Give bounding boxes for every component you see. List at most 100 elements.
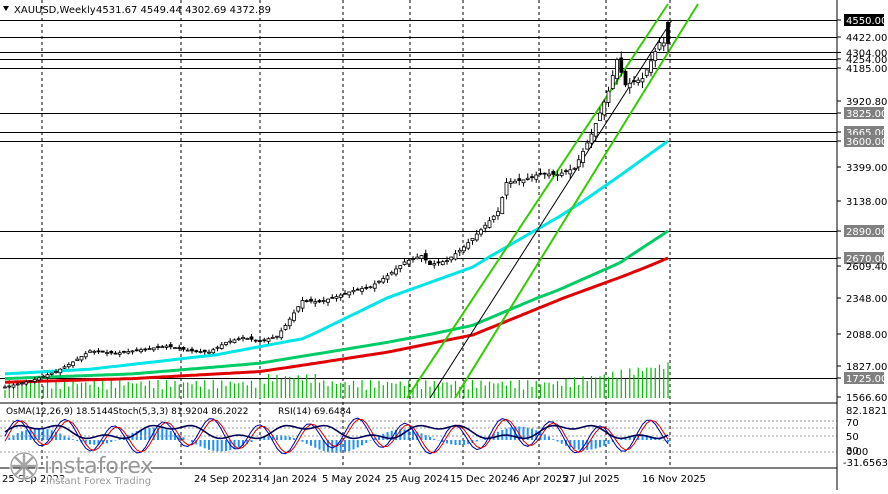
candle-body	[389, 271, 394, 275]
candle-body	[62, 366, 67, 369]
candle-body	[28, 380, 33, 383]
candle-body	[309, 298, 313, 302]
candle-body	[241, 337, 245, 340]
candle-body	[479, 229, 483, 235]
candle-body	[542, 172, 547, 175]
x-tick-label: 5 May 2024	[322, 474, 381, 485]
candle-body	[644, 69, 649, 76]
price-label: 3920.80	[846, 97, 887, 108]
price-label: 1725.00	[846, 374, 887, 385]
candle-body	[474, 233, 479, 241]
candle-body	[49, 372, 54, 375]
price-label: 3138.00	[846, 197, 887, 208]
candle-body	[581, 150, 585, 163]
channel-line[interactable]	[454, 3, 699, 399]
candle-body	[88, 350, 92, 353]
instaforex-logo-icon	[9, 451, 39, 481]
candle-body	[45, 374, 50, 378]
watermark-tagline: Instant Forex Trading	[46, 476, 151, 487]
candle-body	[130, 350, 135, 353]
candle-body	[381, 278, 386, 283]
candle-body	[666, 22, 670, 44]
candle-body	[347, 291, 352, 296]
candle-body	[198, 351, 203, 353]
candle-body	[224, 341, 228, 345]
candle-body	[15, 383, 20, 386]
candle-body	[207, 351, 211, 354]
candle-body	[398, 265, 403, 269]
horizontal-levels[interactable]	[0, 20, 837, 379]
candle-body	[122, 350, 126, 353]
x-tick-label: 6 Apr 2025	[513, 474, 568, 485]
candle-body	[32, 378, 37, 382]
candle-body	[109, 350, 114, 354]
candle-body	[173, 347, 177, 350]
candle-body	[147, 348, 152, 350]
candle-body	[113, 352, 118, 355]
candle-body	[572, 167, 577, 170]
candle-body	[100, 350, 105, 353]
candle-body	[487, 220, 492, 228]
candle-body	[20, 382, 24, 385]
price-label: 3665.00	[846, 128, 887, 139]
candle-body	[632, 80, 636, 83]
trend-channels[interactable]	[406, 3, 699, 399]
candle-body	[636, 79, 641, 83]
rsi-line	[4, 424, 669, 440]
candle-body	[640, 78, 645, 83]
moving-average-line-ema_mid	[4, 229, 669, 381]
candle-body	[534, 174, 539, 180]
candle-body	[402, 261, 407, 265]
candle-body	[177, 347, 182, 349]
x-tick-label: 27 Jul 2025	[563, 474, 620, 485]
x-tick-label: 14 Jan 2024	[257, 474, 317, 485]
candle-body	[602, 101, 607, 116]
symbol-label: XAUUSD,Weekly	[14, 5, 96, 16]
x-tick-label: 25 Aug 2024	[385, 474, 449, 485]
candle-body	[351, 290, 356, 293]
channel-line[interactable]	[406, 3, 669, 399]
candle-body	[160, 346, 165, 349]
x-tick-label: 16 Nov 2025	[642, 474, 706, 485]
chart-header: XAUUSD,Weekly 4531.67 4549.44 4302.69 43…	[3, 5, 271, 16]
candle-body	[330, 296, 335, 299]
vertical-grid	[41, 0, 671, 468]
candle-body	[24, 381, 29, 385]
candle-body	[292, 312, 296, 321]
price-label-box	[844, 107, 884, 119]
candle-body	[66, 364, 71, 368]
price-label: 4304.00	[846, 48, 887, 59]
watermark-tagline-outline: Instant Forex Trading	[46, 476, 151, 487]
candle-body	[372, 283, 377, 289]
candle-body	[202, 349, 207, 353]
stoch-label: Stoch(5,3,3) 81.9204 86.2022	[113, 407, 248, 417]
channel-median-line[interactable]	[429, 19, 673, 399]
candle-body	[453, 253, 458, 260]
candle-body	[317, 300, 322, 303]
candle-body	[92, 350, 97, 353]
candle-body	[470, 237, 475, 241]
candle-body	[343, 292, 347, 295]
candle-body	[500, 197, 505, 215]
candle-body	[296, 306, 301, 312]
candle-body	[623, 70, 628, 86]
candle-body	[436, 261, 441, 264]
candle-body	[41, 375, 46, 378]
candle-body	[37, 377, 41, 381]
rsi-label: RSI(14) 69.6484	[278, 407, 351, 417]
stoch-signal-line	[4, 418, 669, 454]
indicator-pane	[0, 417, 837, 455]
candle-body	[415, 256, 420, 260]
candle-body	[585, 142, 590, 150]
x-tick-label: 24 Sep 2023	[194, 474, 257, 485]
candle-body	[517, 178, 522, 181]
candle-body	[513, 180, 517, 184]
candle-body	[355, 288, 360, 291]
candle-body	[11, 384, 16, 388]
dropdown-triangle-icon[interactable]	[3, 6, 9, 11]
indicator-axis-label: 30	[846, 446, 859, 457]
candle-body	[304, 300, 309, 303]
